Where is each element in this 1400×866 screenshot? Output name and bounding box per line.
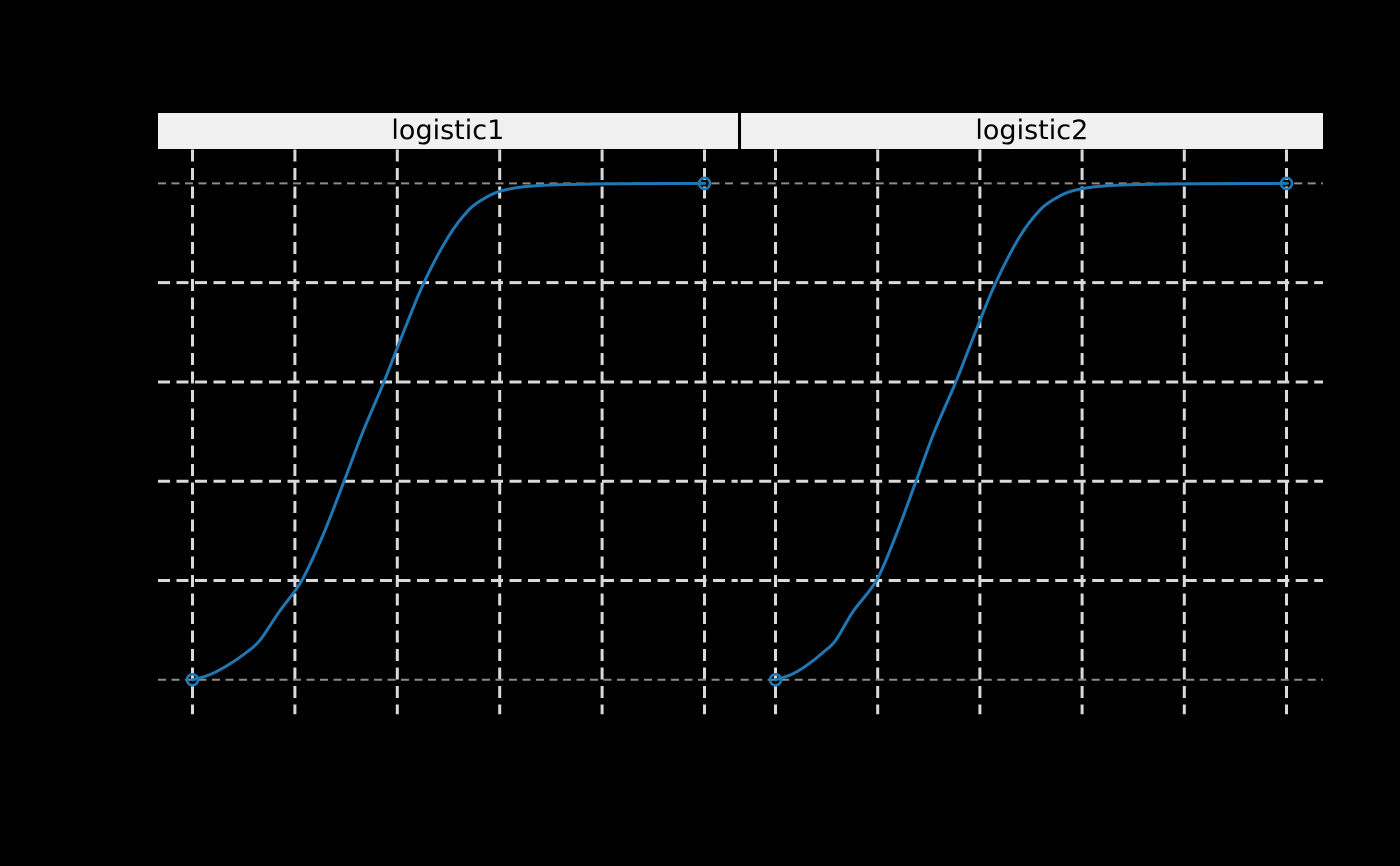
endpoint-marker — [1279, 176, 1294, 191]
endpoint-marker — [697, 176, 712, 191]
facet-strip-label: logistic2 — [975, 115, 1089, 146]
curve-logistic2 — [774, 181, 1288, 682]
endpoint-marker — [768, 672, 783, 687]
curve-logistic1 — [191, 181, 706, 682]
facet-strip-label: logistic1 — [391, 115, 505, 146]
facet-strip-logistic1: logistic1 — [158, 112, 738, 149]
endpoint-marker — [185, 672, 200, 687]
facet-strip-logistic2: logistic2 — [740, 112, 1323, 149]
